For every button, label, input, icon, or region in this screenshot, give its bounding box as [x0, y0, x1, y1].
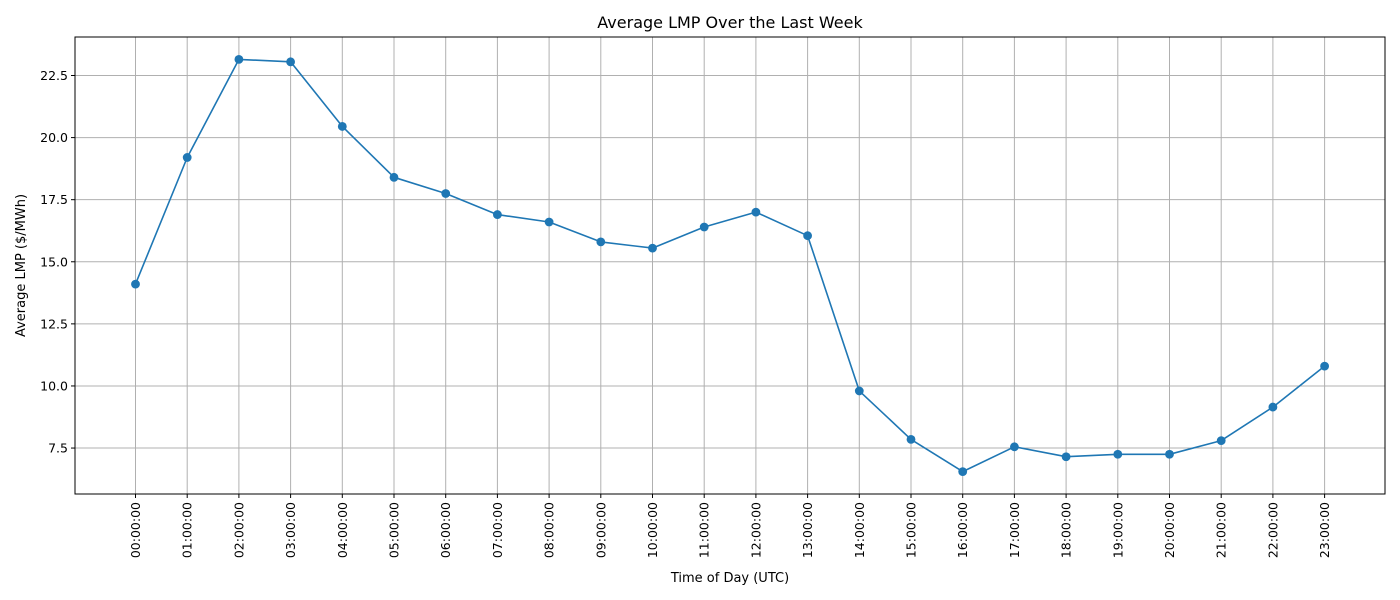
plot-area-frame [74, 36, 1386, 495]
x-tick-label: 20:00:00 [1162, 502, 1177, 558]
x-tick-label: 15:00:00 [904, 502, 919, 558]
series-line [134, 58, 1326, 473]
data-point [337, 122, 347, 131]
x-tick-label: 07:00:00 [490, 502, 505, 558]
x-tick-label: 17:00:00 [1007, 502, 1022, 558]
data-point [1061, 452, 1071, 462]
y-axis-label: Average LMP ($/MWh) [14, 194, 29, 337]
y-tick-label: 15.0 [40, 254, 68, 269]
x-tick-label: 05:00:00 [387, 502, 402, 558]
x-tick-label: 10:00:00 [645, 502, 660, 558]
data-point [544, 217, 554, 227]
data-point [1216, 436, 1226, 446]
x-tick-label: 16:00:00 [955, 502, 970, 558]
x-tick-label: 13:00:00 [800, 502, 815, 558]
x-tick-label: 18:00:00 [1059, 502, 1074, 558]
x-axis: 00:00:00 01:00:00 02:00:00 03:00:00 04:00:00… [128, 494, 1332, 558]
x-tick-label: 19:00:00 [1110, 502, 1125, 558]
data-point [596, 237, 606, 247]
data-point [854, 386, 864, 396]
y-tick-label: 20.0 [40, 130, 68, 145]
data-point [1113, 449, 1123, 459]
data-point [182, 153, 192, 162]
x-tick-label: 11:00:00 [697, 502, 712, 558]
y-tick-label: 12.5 [40, 316, 68, 331]
data-point [699, 222, 709, 232]
series-layer [131, 54, 1329, 477]
data-point [1268, 402, 1278, 412]
data-point [906, 434, 916, 444]
x-tick-label: 14:00:00 [852, 502, 867, 558]
x-tick-label: 21:00:00 [1214, 502, 1229, 558]
x-tick-label: 02:00:00 [231, 502, 246, 558]
x-axis-label: Time of Day (UTC) [670, 571, 789, 586]
y-tick-label: 7.5 [48, 441, 68, 456]
x-tick-label: 12:00:00 [748, 502, 763, 558]
data-point [441, 189, 451, 198]
x-tick-label: 01:00:00 [180, 502, 195, 558]
y-axis: 7.5 10.0 12.5 15.0 17.5 20.0 22.5 [40, 68, 75, 456]
chart-title: Average LMP Over the Last Week [597, 13, 863, 32]
data-point [131, 279, 140, 289]
data-point [751, 207, 761, 217]
data-point [958, 467, 968, 477]
x-tick-label: 23:00:00 [1317, 502, 1332, 558]
x-tick-label: 22:00:00 [1265, 502, 1280, 558]
data-point [1320, 361, 1329, 371]
x-tick-label: 00:00:00 [128, 502, 143, 558]
x-tick-label: 03:00:00 [283, 502, 298, 558]
data-point [1010, 442, 1019, 452]
data-point [389, 172, 399, 182]
x-tick-label: 09:00:00 [593, 502, 608, 558]
y-tick-label: 22.5 [40, 68, 68, 83]
data-point [234, 54, 244, 64]
data-point [493, 210, 502, 219]
data-point [1165, 449, 1174, 459]
data-point [286, 57, 295, 67]
y-tick-label: 10.0 [40, 378, 68, 393]
x-tick-label: 08:00:00 [542, 502, 557, 558]
data-point [648, 243, 657, 253]
x-tick-label: 04:00:00 [335, 502, 350, 558]
x-tick-label: 06:00:00 [438, 502, 453, 558]
data-point [803, 231, 812, 241]
y-tick-label: 17.5 [40, 192, 68, 207]
grid [75, 37, 1385, 494]
